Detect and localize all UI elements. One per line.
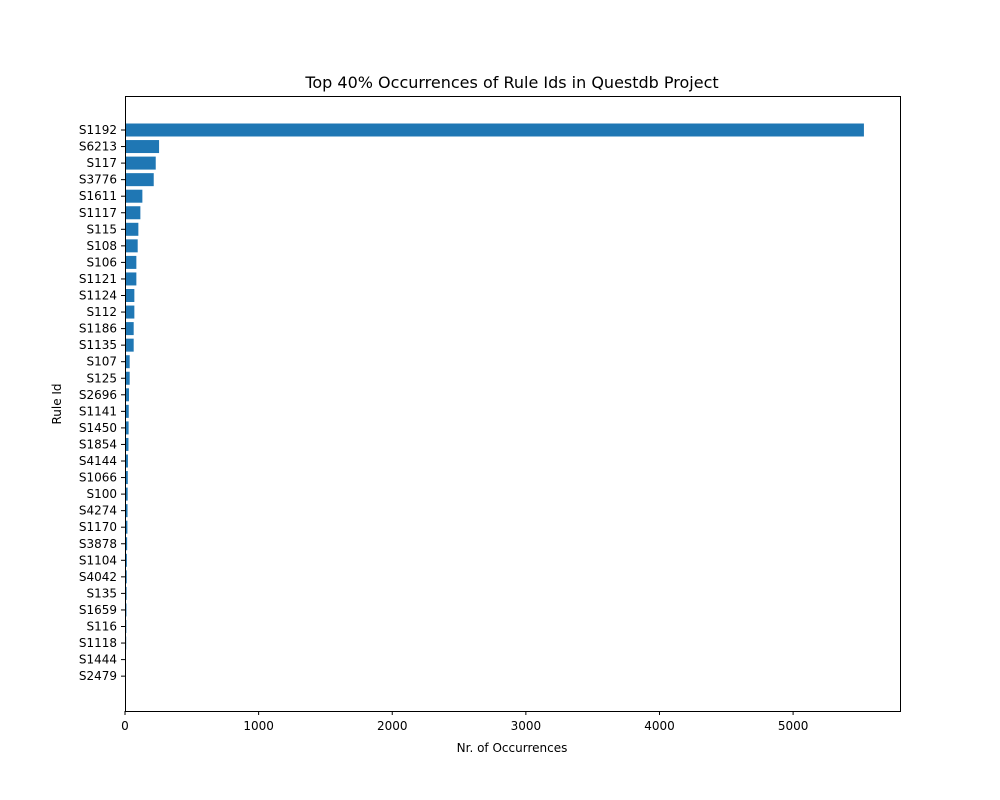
y-tick-label: S2696 — [79, 388, 117, 402]
y-tick-label: S1135 — [79, 338, 117, 352]
x-tick-label: 2000 — [377, 719, 408, 733]
y-tick-label: S3776 — [79, 173, 117, 187]
bar-s1135 — [125, 338, 134, 352]
plot-frame — [125, 96, 901, 712]
y-tick-label: S115 — [86, 222, 117, 236]
bar-s125 — [125, 371, 130, 385]
bar-s3878 — [125, 537, 128, 551]
bar-s108 — [125, 239, 138, 253]
y-axis-label: Rule Id — [50, 383, 64, 424]
x-tick-label: 0 — [121, 719, 129, 733]
x-axis-label: Nr. of Occurrences — [457, 741, 568, 755]
y-tick-label: S125 — [86, 371, 117, 385]
y-tick-label: S1118 — [79, 636, 117, 650]
bar-s3776 — [125, 173, 154, 187]
y-tick-label: S1121 — [79, 272, 117, 286]
y-tick-label: S3878 — [79, 537, 117, 551]
y-tick-label: S4144 — [79, 454, 117, 468]
y-tick-label: S112 — [86, 305, 117, 319]
bar-s1450 — [125, 421, 129, 435]
y-tick-label: S135 — [86, 586, 117, 600]
y-tick-label: S1450 — [79, 421, 117, 435]
y-tick-label: S1611 — [79, 189, 117, 203]
y-tick-label: S2479 — [79, 669, 117, 683]
x-tick-label: 4000 — [644, 719, 675, 733]
y-tick-label: S4042 — [79, 570, 117, 584]
y-tick-label: S117 — [86, 156, 117, 170]
bar-s6213 — [125, 140, 160, 154]
y-tick-label: S1659 — [79, 603, 117, 617]
bar-s1854 — [125, 437, 129, 451]
y-tick-label: S6213 — [79, 140, 117, 154]
y-tick-label: S1854 — [79, 437, 117, 451]
y-tick-label: S1141 — [79, 404, 117, 418]
bar-s1611 — [125, 189, 143, 203]
x-tick-label: 1000 — [243, 719, 274, 733]
bar-s115 — [125, 222, 139, 236]
bar-s117 — [125, 156, 156, 170]
y-tick-label: S1104 — [79, 553, 117, 567]
bar-s107 — [125, 355, 130, 369]
bar-s112 — [125, 305, 135, 319]
bars-group — [125, 123, 864, 683]
bar-s1124 — [125, 289, 135, 302]
y-tick-label: S107 — [86, 355, 117, 369]
bar-s106 — [125, 255, 137, 269]
y-axis-ticks: S1192 S6213 S117 S3776 S1611 S1117 S115 S108 S10… — [79, 123, 125, 683]
y-tick-label: S1117 — [79, 206, 117, 220]
bar-s4274 — [125, 504, 128, 518]
bar-s1121 — [125, 272, 137, 286]
bar-s1141 — [125, 404, 129, 418]
y-tick-label: S100 — [86, 487, 117, 501]
bar-s2696 — [125, 388, 130, 402]
y-tick-label: S1066 — [79, 471, 117, 485]
y-tick-label: S106 — [86, 255, 117, 269]
bar-s1192 — [125, 123, 864, 137]
y-tick-label: S4274 — [79, 504, 117, 518]
bar-s1186 — [125, 322, 134, 336]
y-tick-label: S1124 — [79, 289, 117, 303]
bar-s1117 — [125, 206, 141, 220]
x-tick-label: 3000 — [511, 719, 542, 733]
y-tick-label: S116 — [86, 620, 117, 634]
chart-title: Top 40% Occurrences of Rule Ids in Quest… — [304, 73, 718, 92]
bar-s1170 — [125, 520, 128, 534]
y-tick-label: S1444 — [79, 653, 117, 667]
y-tick-label: S108 — [86, 239, 117, 253]
bar-s1066 — [125, 471, 128, 485]
x-tick-label: 5000 — [778, 719, 809, 733]
y-tick-label: S1186 — [79, 322, 117, 336]
bar-s100 — [125, 487, 128, 501]
bar-s4144 — [125, 454, 128, 468]
x-axis-ticks: 0 1000 2000 3000 4000 5000 — [121, 711, 808, 733]
y-tick-label: S1192 — [79, 123, 117, 137]
y-tick-label: S1170 — [79, 520, 117, 534]
